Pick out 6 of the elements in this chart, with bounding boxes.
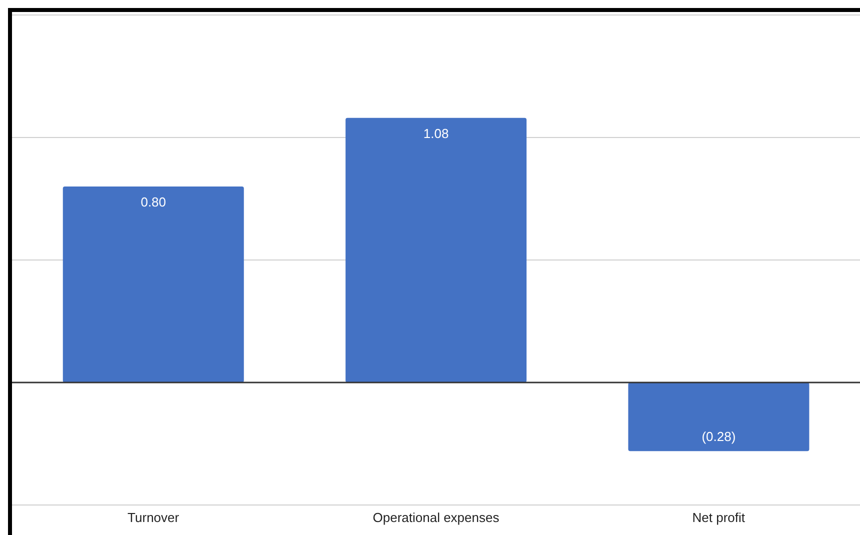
- x-tick-label: Operational expenses: [372, 510, 500, 526]
- data-label: 0.80: [140, 194, 166, 210]
- x-tick-label: Net profit: [692, 510, 746, 526]
- data-label: (0.28): [702, 429, 736, 444]
- x-tick-label: Turnover: [128, 510, 180, 526]
- data-label: 1.08: [423, 126, 449, 141]
